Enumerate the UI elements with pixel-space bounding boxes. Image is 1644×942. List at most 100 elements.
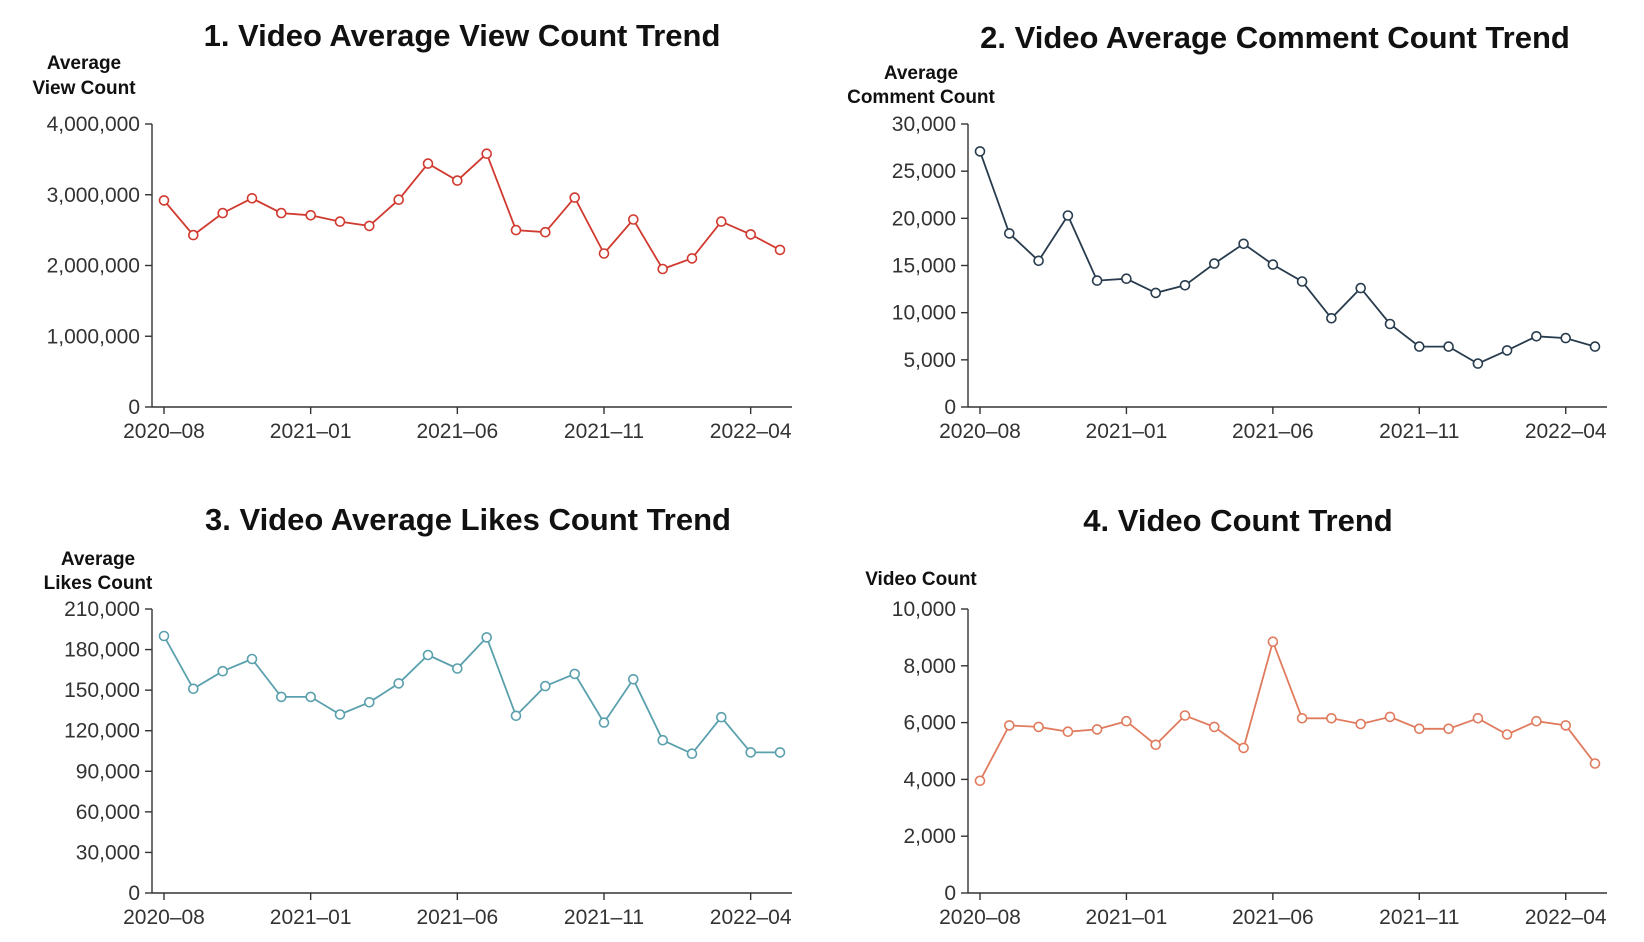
data-point: [1062, 726, 1074, 738]
y-tick-label: 150,000: [64, 679, 140, 702]
x-tick-label: 2021–01: [270, 420, 352, 443]
x-tick-label: 2020–08: [123, 420, 205, 443]
y-tick-label: 20,000: [892, 207, 956, 230]
data-point: [1150, 287, 1161, 299]
y-tick-label: 60,000: [76, 801, 140, 824]
series-line: [163, 635, 780, 755]
x-tick-label: 2022–04: [710, 420, 792, 443]
data-point: [715, 216, 727, 227]
series-line: [979, 151, 1596, 365]
y-axis-label: Average: [47, 53, 121, 74]
data-point: [1326, 312, 1337, 324]
data-point: [1209, 258, 1220, 269]
data-point: [1033, 721, 1044, 733]
y-tick-label: 1,000,000: [47, 325, 140, 348]
data-point: [1355, 718, 1366, 730]
y-tick-label: 5,000: [903, 349, 956, 372]
data-point: [657, 263, 669, 275]
y-tick-label: 2,000,000: [47, 255, 140, 278]
data-point: [305, 691, 317, 703]
y-tick-label: 30,000: [892, 113, 956, 136]
x-tick-label: 2020–08: [123, 906, 205, 929]
x-tick-label: 2021–06: [1232, 420, 1314, 443]
x-tick-label: 2021–11: [1379, 420, 1459, 443]
data-point: [422, 649, 434, 661]
data-point: [510, 224, 522, 236]
chart-title: 3. Video Average Likes Count Trend: [205, 502, 731, 537]
y-axis-label: View Count: [32, 78, 136, 99]
y-tick-label: 30,000: [76, 841, 140, 864]
data-point: [1209, 721, 1220, 733]
data-point: [1062, 210, 1074, 221]
data-point: [657, 734, 669, 746]
y-tick-label: 25,000: [892, 160, 956, 183]
data-point: [451, 663, 463, 674]
data-point: [1501, 345, 1513, 356]
data-point: [1443, 341, 1454, 352]
data-point: [1150, 739, 1161, 751]
data-point: [539, 680, 551, 692]
x-tick-label: 2021–06: [416, 906, 498, 929]
series-line: [163, 152, 781, 271]
data-point: [1589, 758, 1601, 769]
x-tick-label: 2022–04: [1525, 906, 1607, 929]
x-tick-label: 2021–06: [416, 420, 498, 443]
chart-panel-2: 2. Video Average Comment Count Trend Aver…: [847, 20, 1607, 443]
data-point: [334, 709, 346, 720]
data-point: [363, 220, 375, 232]
x-tick-label: 2021–11: [564, 420, 644, 443]
data-point: [1326, 712, 1337, 724]
data-point: [1355, 282, 1366, 294]
chart-panel-3: 3. Video Average Likes Count Trend Averag…: [44, 502, 792, 929]
x-tick-label: 2021–01: [1086, 906, 1168, 929]
data-point: [569, 192, 581, 203]
data-point: [1267, 636, 1279, 648]
data-point: [1472, 358, 1484, 369]
data-point: [1267, 259, 1279, 270]
data-point: [1003, 228, 1015, 239]
data-point: [1238, 742, 1249, 754]
data-point: [422, 158, 434, 169]
data-point: [217, 665, 228, 677]
data-point: [686, 253, 698, 264]
data-point: [569, 668, 581, 680]
data-point: [1531, 330, 1542, 342]
y-tick-label: 10,000: [892, 598, 956, 621]
y-tick-label: 8,000: [903, 655, 956, 678]
data-point: [1121, 273, 1132, 285]
data-point: [1121, 715, 1132, 727]
chart-title: 4. Video Count Trend: [1083, 503, 1392, 538]
data-point: [1560, 720, 1571, 731]
data-point: [1091, 275, 1103, 286]
x-tick-label: 2021–06: [1232, 906, 1314, 929]
y-tick-label: 0: [944, 396, 956, 419]
data-point: [1003, 720, 1015, 731]
data-point: [974, 146, 986, 157]
x-tick-label: 2021–11: [1379, 906, 1459, 929]
data-point: [1296, 712, 1308, 724]
data-point: [334, 216, 346, 227]
data-point: [1384, 711, 1396, 723]
data-point: [745, 747, 757, 758]
data-point: [539, 226, 551, 238]
y-tick-label: 120,000: [64, 720, 140, 743]
data-point: [774, 244, 786, 256]
data-point: [1179, 710, 1191, 721]
data-point: [974, 775, 986, 787]
y-tick-label: 3,000,000: [47, 184, 140, 207]
x-tick-label: 2022–04: [1525, 420, 1607, 443]
x-tick-label: 2022–04: [710, 906, 792, 929]
data-point: [451, 175, 463, 186]
data-point: [393, 678, 405, 689]
data-point: [686, 748, 698, 760]
data-point: [745, 229, 757, 240]
data-point: [715, 711, 727, 723]
data-point: [1179, 279, 1191, 291]
x-tick-label: 2020–08: [939, 906, 1021, 929]
data-point: [598, 248, 610, 259]
data-point: [1238, 238, 1249, 250]
data-point: [1414, 723, 1425, 735]
data-point: [1531, 715, 1542, 727]
y-tick-label: 4,000: [903, 768, 956, 791]
